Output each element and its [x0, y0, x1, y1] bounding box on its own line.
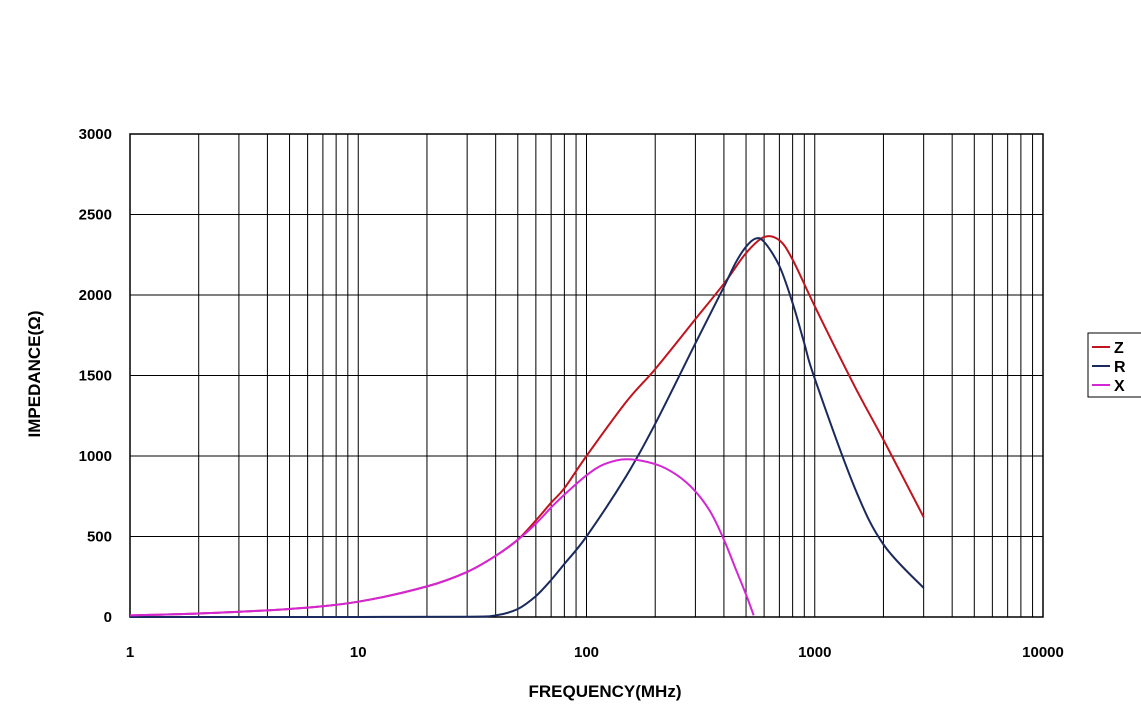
x-axis-title: FREQUENCY(MHz)	[529, 682, 682, 701]
x-tick-label: 1000	[798, 644, 831, 661]
tick-labels: 1 10 100 1000 10000 0 500 1000 1500 2000 2500 3000	[79, 126, 1064, 661]
x-tick-label: 1	[126, 644, 134, 661]
y-tick-label: 0	[104, 609, 112, 626]
y-tick-label: 1500	[79, 368, 112, 385]
y-tick-label: 3000	[79, 126, 112, 143]
series-line-r	[129, 237, 925, 619]
y-tick-label: 2500	[79, 207, 112, 224]
x-tick-label: 10000	[1022, 644, 1064, 661]
series-layer	[129, 235, 925, 619]
legend-label-r: R	[1114, 359, 1126, 376]
y-axis-title: IMPEDANCE(Ω)	[25, 311, 44, 438]
y-tick-label: 500	[87, 529, 112, 546]
x-tick-label: 10	[350, 644, 367, 661]
series-line-x	[129, 458, 755, 617]
legend: ZRX	[1087, 332, 1141, 398]
legend-label-z: Z	[1114, 340, 1124, 357]
y-tick-label: 1000	[79, 448, 112, 465]
legend-label-x: X	[1114, 378, 1125, 395]
y-tick-label: 2000	[79, 287, 112, 304]
plot-area-border	[129, 133, 1044, 618]
x-tick-label: 100	[574, 644, 599, 661]
grid	[129, 133, 1043, 618]
